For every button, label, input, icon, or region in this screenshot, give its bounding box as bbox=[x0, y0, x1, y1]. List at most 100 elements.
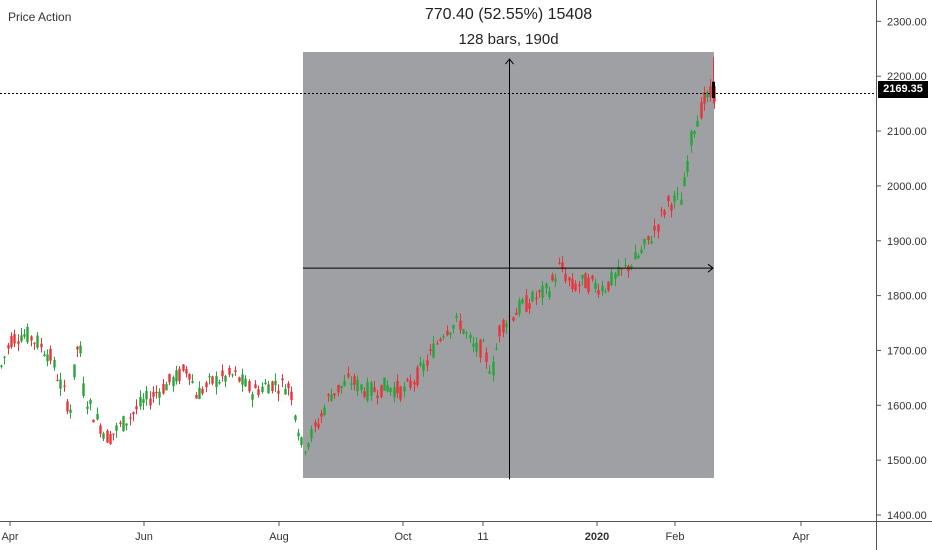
candle-body bbox=[498, 325, 501, 337]
candle-body bbox=[587, 277, 590, 292]
candle-body bbox=[634, 252, 637, 260]
candle-body bbox=[548, 291, 551, 298]
candle-body bbox=[17, 341, 20, 344]
measurement-shade bbox=[303, 52, 714, 478]
candle-body bbox=[422, 363, 425, 371]
candle-body bbox=[198, 387, 201, 399]
candle-body bbox=[452, 325, 455, 329]
candle-body bbox=[56, 379, 59, 381]
candle-body bbox=[620, 268, 623, 270]
x-tick-label: Jun bbox=[135, 531, 153, 543]
y-tick-label: 1500.00 bbox=[887, 455, 927, 467]
candle-body bbox=[195, 395, 198, 399]
x-tick-label: 2020 bbox=[585, 531, 609, 543]
candle-body bbox=[162, 384, 165, 394]
candle-body bbox=[221, 370, 224, 377]
candle-body bbox=[251, 394, 254, 400]
y-tick-label: 1400.00 bbox=[887, 510, 927, 522]
candle-body bbox=[43, 354, 46, 357]
candle-body bbox=[568, 277, 571, 281]
candle-body bbox=[59, 379, 62, 389]
candle-body bbox=[604, 291, 607, 293]
candle-body bbox=[479, 339, 482, 358]
candle-body bbox=[518, 300, 521, 314]
candle-body bbox=[53, 360, 56, 368]
candle-body bbox=[614, 273, 617, 279]
candle-body bbox=[610, 272, 613, 286]
candle-body bbox=[502, 320, 505, 333]
candle-body bbox=[119, 422, 122, 425]
candle-body bbox=[558, 263, 561, 265]
candle-body bbox=[320, 413, 323, 417]
candle-body bbox=[182, 364, 185, 371]
candle-body bbox=[630, 265, 633, 268]
candle-body bbox=[429, 349, 432, 351]
candle-body bbox=[231, 374, 234, 376]
candle-body bbox=[20, 335, 23, 342]
candle-body bbox=[145, 391, 148, 400]
candle-body bbox=[712, 81, 715, 99]
x-tick-label: Oct bbox=[394, 531, 411, 543]
candle-body bbox=[69, 409, 72, 413]
candle-body bbox=[693, 131, 696, 135]
candle-body bbox=[49, 348, 52, 361]
price-axis[interactable]: 2300.00 2200.00 2100.00 2000.00 1900.00 1800.… bbox=[876, 16, 927, 522]
candle-body bbox=[122, 416, 125, 432]
candle-body bbox=[261, 386, 264, 392]
candle-body bbox=[327, 394, 330, 397]
candle-body bbox=[554, 278, 557, 282]
candle-body bbox=[73, 364, 76, 378]
candle-body bbox=[300, 437, 303, 445]
candle-body bbox=[215, 376, 218, 388]
candle-body bbox=[597, 289, 600, 295]
candle-body bbox=[155, 392, 158, 394]
x-tick-label: Aug bbox=[269, 531, 289, 543]
candle-body bbox=[485, 352, 488, 362]
x-tick-label: Apr bbox=[792, 531, 809, 543]
candle-body bbox=[660, 209, 663, 211]
candle-body bbox=[676, 193, 679, 195]
candle-body bbox=[224, 375, 227, 382]
measurement-right-arrow bbox=[707, 263, 714, 273]
candle-body bbox=[703, 92, 706, 104]
candle-body bbox=[449, 332, 452, 335]
y-tick-label: 1900.00 bbox=[887, 236, 927, 248]
candle-body bbox=[696, 120, 699, 127]
candle-body bbox=[244, 378, 247, 387]
y-tick-label: 1800.00 bbox=[887, 291, 927, 303]
y-tick-label: 2000.00 bbox=[887, 181, 927, 193]
candle-body bbox=[472, 343, 475, 347]
candle-body bbox=[314, 422, 317, 427]
candle-body bbox=[363, 391, 366, 397]
candle-body bbox=[446, 330, 449, 336]
candle-body bbox=[271, 381, 274, 392]
candle-body bbox=[340, 385, 343, 388]
candle-body bbox=[607, 281, 610, 291]
candle-body bbox=[406, 379, 409, 381]
candle-body bbox=[158, 391, 161, 398]
candle-body bbox=[709, 86, 712, 97]
candle-body bbox=[653, 225, 656, 231]
candle-body bbox=[373, 387, 376, 392]
candle-body bbox=[347, 373, 350, 377]
candle-body bbox=[248, 381, 251, 392]
candle-body bbox=[264, 382, 267, 385]
candle-body bbox=[40, 343, 43, 348]
candle-body bbox=[657, 224, 660, 232]
candle-body bbox=[330, 394, 333, 402]
candle-body bbox=[132, 412, 135, 415]
candle-body bbox=[112, 433, 115, 435]
candle-body bbox=[396, 381, 399, 394]
candle-body bbox=[538, 290, 541, 293]
candle-body bbox=[109, 434, 112, 445]
candle-body bbox=[643, 239, 646, 245]
candle-body bbox=[426, 360, 429, 366]
candle-body bbox=[149, 398, 152, 406]
candle-body bbox=[13, 333, 16, 344]
candle-body bbox=[706, 91, 709, 98]
candle-body bbox=[333, 393, 336, 396]
candle-body bbox=[281, 378, 284, 381]
time-axis[interactable]: Apr Jun Aug Oct 11 2020 Feb Apr bbox=[1, 521, 810, 543]
candle-body bbox=[168, 373, 171, 383]
